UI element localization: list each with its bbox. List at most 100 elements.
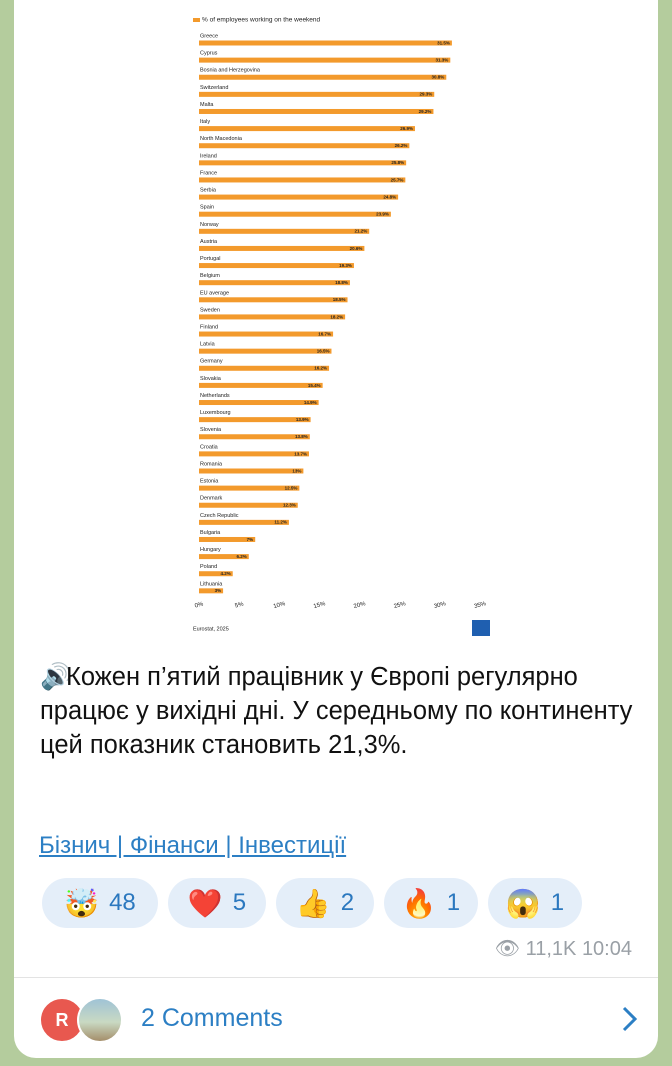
value-label: 31.5% [437, 40, 450, 45]
category-label: Hungary [200, 547, 221, 553]
x-tick-label: 25% [393, 601, 407, 610]
reaction-emoji: 🔥 [401, 887, 437, 919]
x-tick-label: 15% [313, 601, 327, 610]
category-label: Spain [200, 205, 214, 211]
bar [199, 143, 410, 149]
category-label: Denmark [200, 496, 223, 502]
reaction[interactable]: 😱 1 [488, 878, 582, 928]
bar [199, 91, 435, 97]
reaction-count: 48 [109, 889, 136, 916]
value-label: 3% [215, 588, 222, 593]
value-label: 13.9% [296, 417, 309, 422]
category-label: Norway [200, 222, 219, 228]
category-label: North Macedonia [200, 136, 243, 142]
bar [199, 451, 309, 457]
text: Кожен п’ятий працівник у Європі регулярн… [40, 663, 633, 759]
bar [199, 519, 289, 525]
message-text: 🔊Кожен п’ятий працівник у Європі регуляр… [40, 663, 633, 759]
value-label: 29.3% [419, 92, 432, 97]
category-label: Slovenia [200, 427, 222, 433]
bar [199, 434, 310, 440]
category-label: Austria [200, 239, 218, 245]
bar [199, 554, 249, 560]
category-label: Estonia [200, 479, 219, 485]
value-label: 30.8% [432, 75, 445, 80]
value-label: 13.8% [295, 434, 308, 439]
reaction[interactable]: 🤯 48 [42, 878, 158, 928]
category-label: Greece [200, 33, 218, 39]
category-label: Luxembourg [200, 410, 231, 416]
reaction[interactable]: 👍 2 [276, 878, 374, 928]
value-label: 12.5% [285, 486, 298, 491]
bar [199, 502, 298, 508]
reaction[interactable]: 🔥 1 [384, 878, 478, 928]
value-label: 14.9% [304, 400, 317, 405]
reaction-emoji: 🤯 [64, 887, 100, 919]
reaction-emoji: ❤️ [187, 887, 223, 919]
category-label: Slovakia [200, 376, 222, 382]
bar [199, 263, 354, 269]
views: 11,1K [525, 938, 577, 960]
category-label: Croatia [200, 444, 219, 450]
category-label: Finland [200, 324, 218, 330]
bar [199, 536, 256, 542]
reaction-count: 5 [232, 889, 247, 916]
category-label: Ireland [200, 153, 217, 159]
x-tick-label: 20% [353, 601, 367, 610]
bar [199, 588, 224, 594]
logo [472, 620, 490, 636]
value-label: 13% [292, 468, 301, 473]
bar [199, 74, 447, 80]
value-label: 18.8% [335, 280, 348, 285]
category-label: Serbia [200, 188, 217, 194]
category-label: Germany [200, 359, 223, 365]
comments-link[interactable]: 2 Comments [141, 1004, 283, 1032]
category-label: Latvia [200, 342, 216, 348]
legend-label: % of employees working on the weekend [202, 17, 321, 24]
category-label: Cyprus [200, 51, 218, 57]
time: 10:04 [581, 938, 632, 960]
channel-link[interactable]: Бізнич | Фінанси | Інвестиції [39, 832, 347, 859]
bar [199, 211, 391, 217]
bar [199, 108, 434, 114]
category-label: Netherlands [200, 393, 230, 399]
bar [199, 280, 350, 286]
value-label: 26.9% [400, 126, 413, 131]
value-label: 26.2% [395, 143, 408, 148]
category-label: Belgium [200, 273, 220, 279]
value-label: 16.5% [317, 349, 330, 354]
reaction-emoji: 😱 [505, 887, 541, 919]
value-label: 6.2% [237, 554, 247, 559]
reaction-count: 1 [446, 889, 461, 916]
bar [199, 571, 233, 577]
value-label: 19.3% [339, 263, 352, 268]
category-label: Malta [200, 102, 214, 108]
category-label: Bosnia and Herzegovina [200, 68, 261, 74]
reaction[interactable]: ❤️ 5 [168, 878, 266, 928]
value-label: 20.6% [350, 246, 363, 251]
category-label: France [200, 170, 217, 176]
value-label: 24.8% [383, 194, 396, 199]
value-label: 18.2% [330, 314, 343, 319]
value-label: 25.8% [391, 160, 404, 165]
x-tick-label: 35% [474, 601, 488, 610]
meta: 👁 11,1K 10:04 [494, 938, 632, 960]
value-label: 13.7% [294, 451, 307, 456]
value-label: 4.2% [220, 571, 230, 576]
reaction-count: 2 [340, 889, 355, 916]
bar [199, 382, 323, 388]
value-label: 25.7% [391, 177, 404, 182]
legend-swatch [193, 18, 200, 22]
value-label: 12.3% [283, 503, 296, 508]
category-label: Czech Republic [200, 513, 239, 519]
x-tick-label: 0% [194, 601, 205, 609]
value-label: 31.3% [436, 58, 449, 63]
bar [199, 400, 319, 406]
x-tick-label: 10% [273, 601, 287, 610]
category-label: EU average [200, 290, 229, 296]
chevron [622, 1006, 638, 1032]
bar [199, 160, 407, 166]
bar [199, 314, 346, 320]
value-label: 7% [247, 537, 254, 542]
